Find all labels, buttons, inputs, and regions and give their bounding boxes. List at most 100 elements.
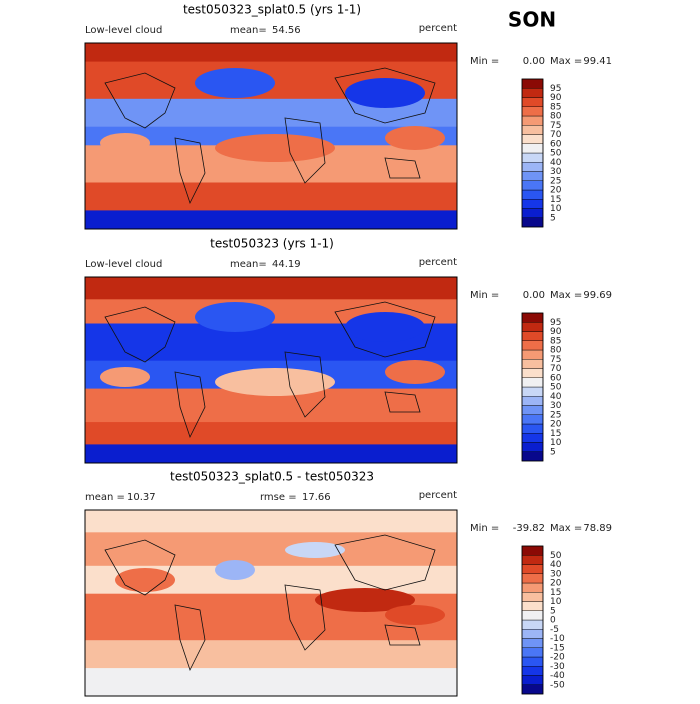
colorbar-label: -30 [550, 662, 565, 672]
max-label: Max = [550, 290, 582, 301]
colorbar-box [521, 433, 544, 443]
colorbar-box [521, 208, 544, 218]
min-value: 0.00 [523, 56, 545, 67]
colorbar-box [521, 582, 544, 593]
units-label: percent [419, 490, 457, 501]
coastline [384, 391, 421, 413]
colorbar-box [521, 592, 544, 602]
map-region [385, 605, 445, 625]
colorbar-label: 90 [550, 327, 562, 337]
colorbar-label: 80 [550, 346, 562, 356]
colorbar-box [521, 106, 544, 117]
colorbar-label: 10 [550, 204, 562, 214]
colorbar-box [521, 331, 544, 341]
coastline [104, 72, 176, 129]
colorbar-box [521, 619, 544, 630]
map-band [85, 640, 457, 670]
colorbar-box [521, 377, 544, 388]
colorbar-label: 80 [550, 112, 562, 122]
colorbar-box [521, 322, 544, 332]
colorbar-box [521, 564, 544, 574]
colorbar-label: -5 [550, 625, 559, 635]
colorbar-box [521, 171, 544, 181]
map-region [115, 568, 175, 592]
coastline [284, 117, 326, 184]
coastline [334, 534, 436, 591]
coastline [104, 306, 176, 363]
colorbar-frame [521, 78, 544, 228]
stat-label: rmse = [260, 492, 297, 503]
colorbar-label: 85 [550, 102, 561, 112]
colorbar-label: 30 [550, 569, 562, 579]
colorbar-box [521, 405, 544, 415]
colorbar-box [521, 656, 544, 667]
coastline [174, 604, 206, 672]
colorbar-label: -50 [550, 680, 565, 690]
season-title: SON [508, 8, 556, 32]
colorbar-label: 0 [550, 616, 556, 626]
colorbar-label: 85 [550, 336, 561, 346]
map-band [85, 43, 457, 63]
map-band [85, 210, 457, 229]
colorbar-box [521, 545, 544, 556]
colorbar-box [521, 368, 544, 378]
coastline [284, 351, 326, 418]
colorbar-box [521, 666, 544, 676]
map-band [85, 277, 457, 301]
colorbar-box [521, 359, 544, 369]
map-region [385, 360, 445, 384]
colorbar-label: 40 [550, 560, 562, 570]
panel-title: test050323 (yrs 1-1) [210, 237, 334, 251]
colorbar-label: 40 [550, 392, 562, 402]
map-band [85, 422, 457, 446]
min-label: Min = [470, 290, 499, 301]
map-region [215, 134, 335, 162]
colorbar-box [521, 217, 544, 228]
variable-label: Low-level cloud [85, 259, 162, 270]
colorbar-label: 60 [550, 139, 562, 149]
map-frame [84, 42, 458, 230]
stat-label: mean= [230, 259, 267, 270]
colorbar-label: 15 [550, 588, 561, 598]
colorbar-box [521, 180, 544, 191]
min-value: -39.82 [513, 523, 545, 534]
colorbar-label: 60 [550, 373, 562, 383]
coastline [384, 157, 421, 179]
min-value: 0.00 [523, 290, 545, 301]
min-label: Min = [470, 523, 499, 534]
colorbar-box [521, 414, 544, 425]
stat-value: 17.66 [302, 492, 331, 503]
colorbar-label: 30 [550, 167, 562, 177]
colorbar-label: 5 [550, 213, 556, 223]
units-label: percent [419, 257, 457, 268]
stat-label: mean = [85, 492, 125, 503]
colorbar-box [521, 555, 544, 565]
colorbar-box [521, 675, 544, 685]
colorbar-label: 50 [550, 149, 562, 159]
colorbar-label: 30 [550, 401, 562, 411]
colorbar-box [521, 340, 544, 351]
units-label: percent [419, 23, 457, 34]
colorbar-box [521, 143, 544, 154]
colorbar-box [521, 88, 544, 98]
min-label: Min = [470, 56, 499, 67]
colorbar-label: 5 [550, 606, 556, 616]
colorbar-frame [521, 545, 544, 695]
max-label: Max = [550, 523, 582, 534]
colorbar-label: 20 [550, 420, 562, 430]
colorbar-frame [521, 312, 544, 462]
map-band [85, 444, 457, 463]
colorbar-label: 75 [550, 121, 561, 131]
coastline [174, 137, 206, 205]
panel-title: test050323_splat0.5 - test050323 [170, 470, 374, 484]
map [85, 510, 457, 696]
colorbar-box [521, 97, 544, 107]
colorbar-label: 5 [550, 447, 556, 457]
colorbar-box [521, 396, 544, 406]
colorbar-label: 40 [550, 158, 562, 168]
map-band [85, 182, 457, 212]
colorbar-label: 70 [550, 364, 562, 374]
colorbar-label: 75 [550, 355, 561, 365]
